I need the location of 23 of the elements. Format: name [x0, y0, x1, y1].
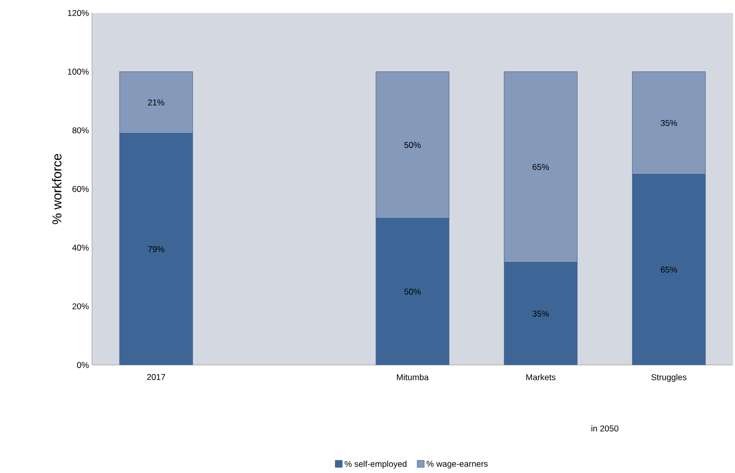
y-tick-label: 0% [77, 362, 89, 368]
x-tick-label: Mitumba [396, 374, 429, 380]
y-tick-label: 100% [68, 68, 89, 75]
y-axis-title: % workforce [52, 154, 62, 224]
data-label: 65% [660, 266, 678, 273]
data-label: 50% [404, 142, 421, 148]
y-tick-label: 20% [72, 303, 89, 310]
legend-label: % self-employed [344, 460, 406, 469]
data-label: 79% [148, 246, 164, 252]
data-label: 35% [660, 120, 678, 126]
x-tick-label: Markets [526, 374, 556, 380]
data-label: 35% [532, 310, 549, 317]
y-tick-label: 60% [72, 186, 89, 192]
data-label: 21% [148, 99, 164, 106]
y-tick-label: 40% [72, 244, 89, 251]
text: in 2050 [591, 425, 618, 432]
data-label: 50% [404, 288, 421, 295]
x-tick-label: 2017 [147, 374, 166, 380]
legend-label: % wage-earners [426, 460, 488, 468]
x-tick-label: Struggles [651, 374, 686, 382]
y-tick-label: 80% [72, 127, 89, 134]
y-tick-label: 120% [68, 10, 89, 16]
data-label: 65% [532, 164, 549, 170]
